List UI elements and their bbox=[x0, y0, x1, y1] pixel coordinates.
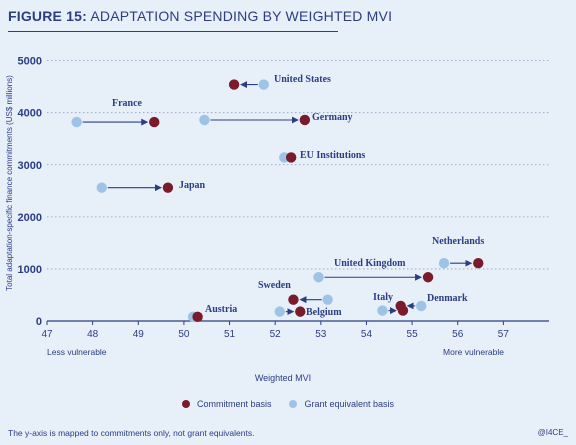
grant-marker-icon bbox=[289, 400, 298, 408]
x-annotation-left: Less vulnerable bbox=[47, 347, 107, 357]
x-axis-title: Weighted MVI bbox=[255, 373, 311, 383]
grant-point bbox=[313, 272, 324, 283]
grant-point bbox=[274, 306, 285, 317]
country-label: Netherlands bbox=[432, 236, 484, 247]
chart-legend: Commitment basis Grant equivalent basis bbox=[0, 399, 576, 409]
grant-point bbox=[322, 294, 333, 305]
grant-point bbox=[416, 300, 427, 312]
x-tick-label: 50 bbox=[178, 329, 190, 340]
country-label: France bbox=[112, 98, 143, 109]
x-tick-label: 53 bbox=[315, 329, 327, 340]
commitment-point bbox=[422, 272, 434, 283]
legend-item-grant: Grant equivalent basis bbox=[289, 399, 394, 409]
y-tick-label: 3000 bbox=[18, 160, 42, 172]
figure-title: FIGURE 15: ADAPTATION SPENDING BY WEIGHT… bbox=[8, 8, 392, 24]
commitment-point bbox=[395, 300, 406, 312]
legend-label-commitment: Commitment basis bbox=[196, 399, 272, 409]
x-tick-label: 47 bbox=[41, 329, 53, 340]
x-annotation-right: More vulnerable bbox=[443, 347, 504, 357]
country-label: United Kingdom bbox=[334, 258, 406, 269]
commitment-point bbox=[162, 182, 174, 193]
y-tick-label: 1000 bbox=[18, 264, 42, 276]
commitment-marker-icon bbox=[181, 400, 190, 408]
x-tick-label: 51 bbox=[224, 329, 236, 340]
grant-point bbox=[258, 79, 269, 90]
y-tick-label: 0 bbox=[36, 316, 42, 328]
y-tick-label: 5000 bbox=[18, 56, 42, 68]
x-tick-label: 57 bbox=[498, 329, 510, 340]
figure-title-text: ADAPTATION SPENDING BY WEIGHTED MVI bbox=[90, 8, 393, 24]
grant-point bbox=[377, 305, 388, 316]
commitment-point bbox=[288, 294, 299, 305]
grant-point bbox=[438, 257, 450, 269]
x-tick-label: 49 bbox=[133, 329, 145, 340]
x-tick-label: 54 bbox=[361, 329, 373, 340]
grant-point bbox=[199, 114, 210, 126]
y-axis-title: Total adaptation-specific finance commit… bbox=[5, 75, 14, 291]
country-label: Italy bbox=[373, 292, 393, 303]
x-tick-label: 52 bbox=[270, 329, 282, 340]
country-label: EU Institutions bbox=[300, 150, 365, 161]
x-tick-label: 56 bbox=[452, 329, 464, 340]
country-label: Japan bbox=[179, 180, 206, 191]
commitment-point bbox=[295, 306, 306, 317]
figure-number: FIGURE 15: bbox=[8, 8, 88, 24]
grant-point bbox=[71, 116, 82, 128]
x-tick-label: 48 bbox=[87, 329, 99, 340]
legend-item-commitment: Commitment basis bbox=[181, 399, 272, 409]
title-underline bbox=[8, 31, 338, 32]
commitment-point bbox=[192, 311, 203, 323]
country-label: Germany bbox=[312, 112, 353, 123]
y-tick-label: 2000 bbox=[18, 212, 42, 224]
x-tick-label: 55 bbox=[407, 329, 419, 340]
commitment-point bbox=[228, 79, 240, 90]
footnote: The y-axis is mapped to commitments only… bbox=[8, 428, 255, 438]
country-label: Austria bbox=[205, 304, 237, 315]
y-tick-label: 4000 bbox=[18, 108, 42, 120]
country-label: Denmark bbox=[427, 293, 468, 304]
country-label: United States bbox=[274, 74, 331, 85]
commitment-point bbox=[285, 152, 297, 163]
country-label: Sweden bbox=[258, 280, 291, 291]
commitment-point bbox=[473, 257, 484, 269]
commitment-point bbox=[149, 116, 160, 128]
commitment-point bbox=[299, 114, 311, 126]
country-label: Belgium bbox=[306, 307, 342, 318]
legend-label-grant: Grant equivalent basis bbox=[304, 399, 395, 409]
grant-point bbox=[96, 182, 107, 193]
credit-handle: @I4CE_ bbox=[537, 428, 568, 437]
